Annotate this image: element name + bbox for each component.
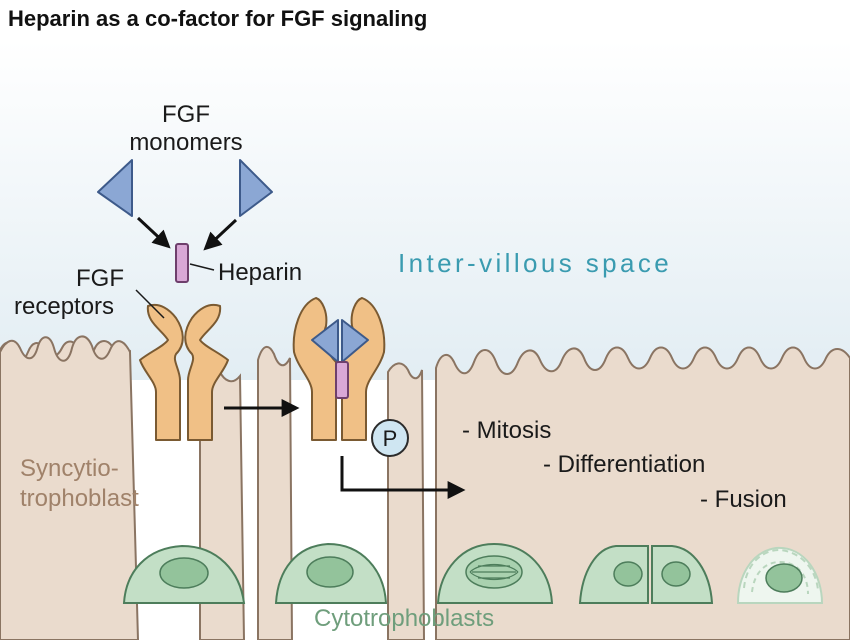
outcome-fusion: - Fusion — [700, 486, 787, 513]
fgf-receptors-label-line2: receptors — [14, 293, 114, 320]
cytotrophoblast-cell — [274, 542, 388, 604]
cytotrophoblast-cells — [122, 542, 824, 604]
fgf-receptor-right-chain — [184, 304, 229, 441]
nucleus — [159, 557, 209, 589]
tissue-panel-middle-right — [387, 362, 426, 640]
fgf-receptor-left-chain — [139, 304, 184, 441]
fgf-monomers-label-line2: monomers — [129, 129, 242, 156]
fgf-receptor-pair-bound — [292, 297, 386, 441]
cytotrophoblast-dividing-cell — [578, 545, 714, 604]
nucleus — [613, 561, 643, 587]
phosphate-label: P — [383, 426, 398, 451]
heparin-molecule — [175, 243, 189, 283]
cytotrophoblast-cell — [122, 544, 246, 604]
arrows — [136, 216, 466, 499]
tissue-panel-middle — [257, 345, 294, 640]
arrow-signaling-outcomes — [340, 456, 466, 499]
heparin-label: Heparin — [218, 259, 302, 286]
cytotrophoblasts-label: Cytotrophoblasts — [314, 605, 494, 632]
fgf-receptor-pair-unbound — [139, 304, 229, 441]
fgf-bound-right — [341, 319, 369, 363]
heparin-leader — [189, 263, 215, 271]
intervillous-space-label: Inter-villous space — [398, 248, 672, 278]
nucleus — [306, 556, 354, 588]
fgf-receptors-label-line1: FGF — [76, 265, 124, 292]
syncytiotrophoblast-label-line2: trophoblast — [20, 485, 139, 512]
nucleus — [765, 563, 803, 593]
intervillous-space — [0, 40, 850, 380]
heparin-bound — [335, 361, 349, 399]
cytotrophoblast-fusing-cell — [736, 546, 824, 604]
fgf-monomer-left — [97, 159, 133, 217]
outcome-mitosis: - Mitosis — [462, 417, 551, 444]
fgf-bound-left — [311, 319, 339, 363]
leader-lines — [135, 263, 215, 319]
fgf-monomer-right — [239, 159, 273, 217]
nucleus — [661, 561, 691, 587]
outcome-differentiation: - Differentiation — [543, 451, 705, 478]
diagram-title: Heparin as a co-factor for FGF signaling — [8, 6, 427, 31]
cytotrophoblast-mitotic-cell — [436, 542, 554, 604]
fgf-monomers-label-line1: FGF — [162, 101, 210, 128]
syncytiotrophoblast-label-line1: Syncytio- — [20, 455, 119, 482]
tissue-panel-left-wide — [0, 335, 140, 640]
receptor-leader — [135, 289, 165, 319]
arrow-fgf-left-to-heparin — [136, 216, 171, 249]
arrow-fgf-right-to-heparin — [203, 218, 238, 251]
phosphate-group: P — [371, 419, 409, 457]
